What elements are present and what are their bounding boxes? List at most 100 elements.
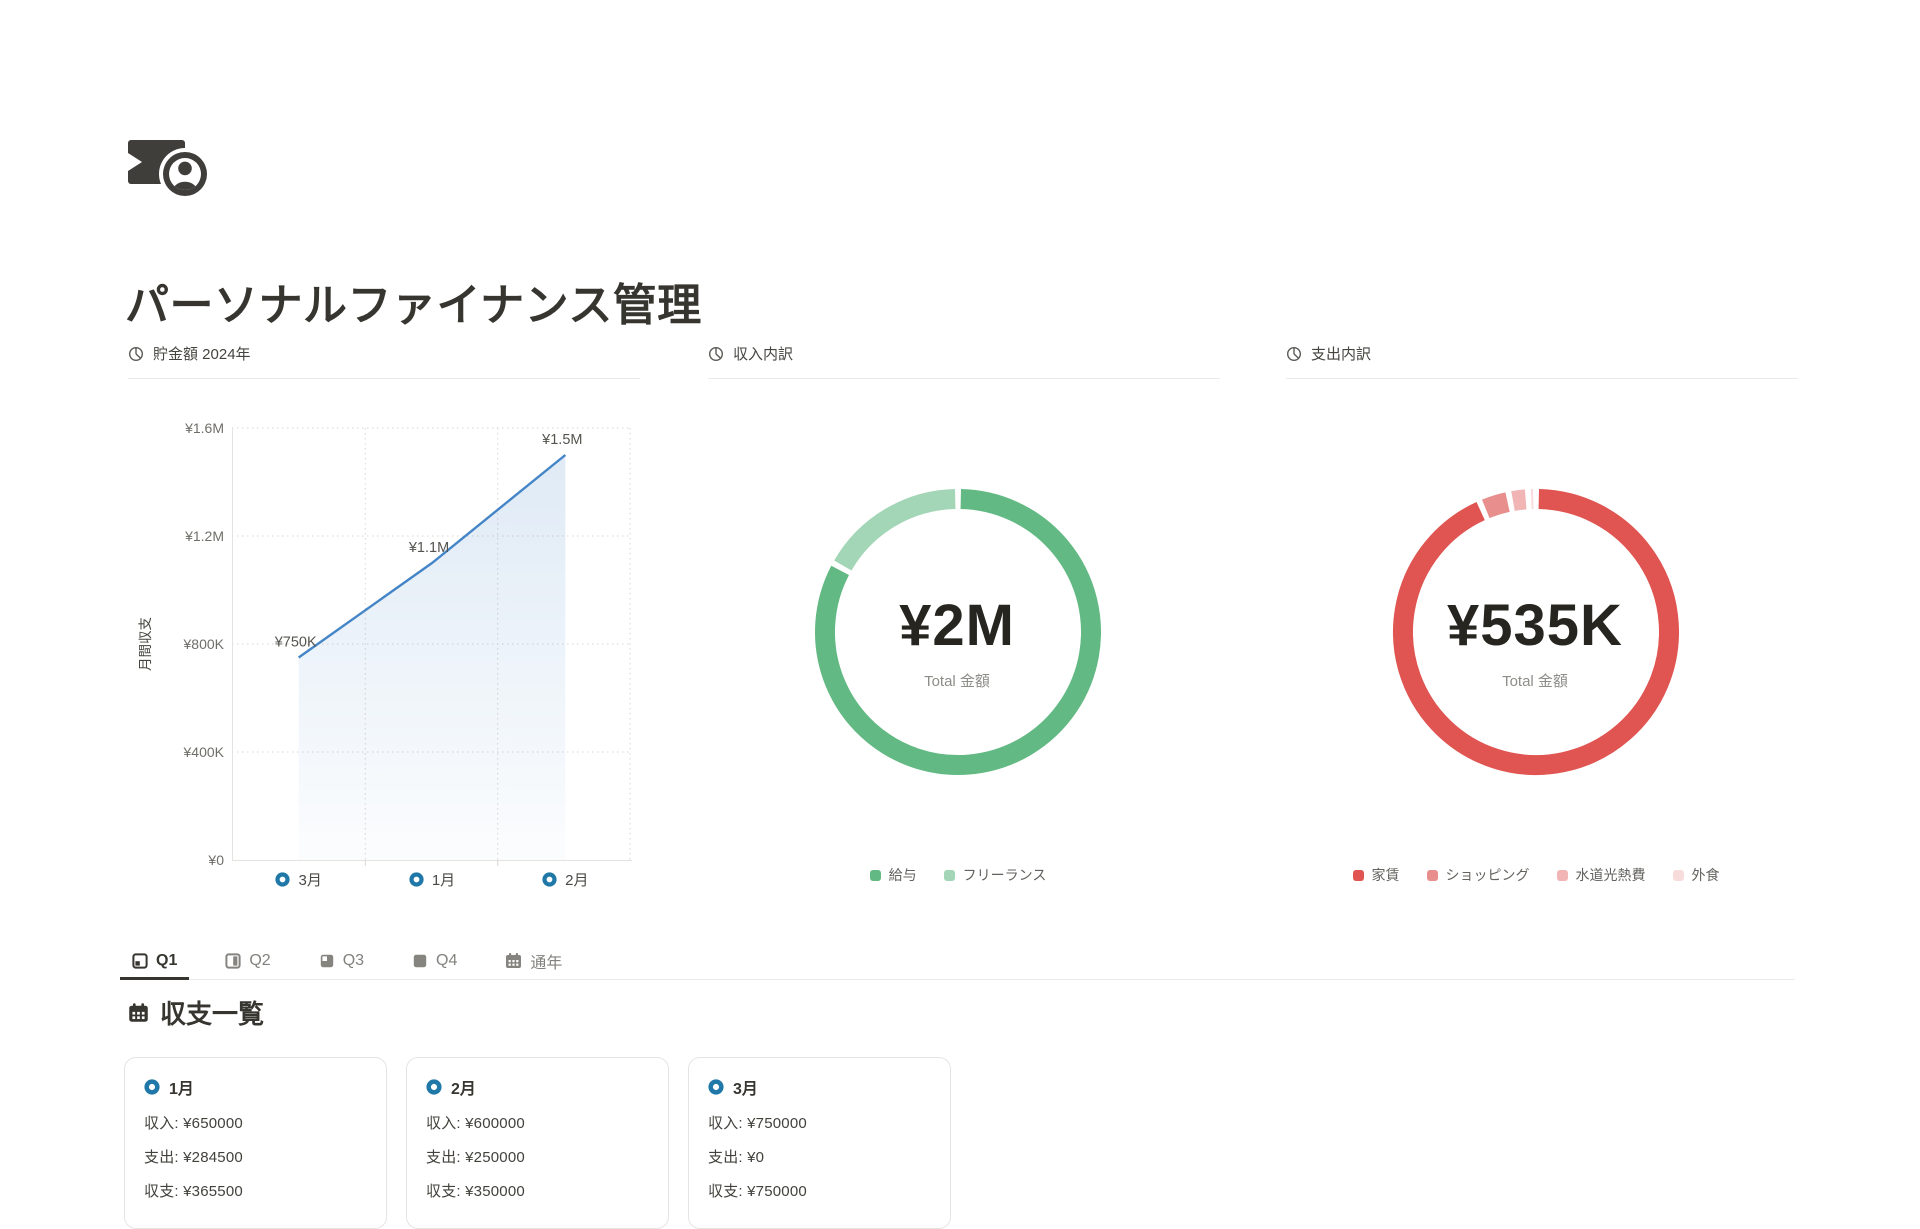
income-donut-chart: ¥2M Total 金額 給与 フリーランス	[708, 395, 1220, 905]
chart-title: 支出内訳	[1311, 346, 1372, 363]
donut-center: ¥2M Total 金額	[708, 592, 1206, 691]
page-icon[interactable]	[126, 134, 214, 202]
pie-chart-icon	[1286, 346, 1302, 361]
income-legend: 給与 フリーランス	[708, 865, 1208, 885]
legend-item-salary: 給与	[869, 865, 917, 885]
balance-line: 収支: ¥365500	[144, 1183, 243, 1200]
svg-text:¥750K: ¥750K	[274, 635, 317, 651]
expense-line: 支出: ¥0	[708, 1149, 765, 1166]
y-tick-400k: ¥400K	[183, 744, 225, 760]
x-label: 1月	[431, 872, 456, 889]
tab-q2[interactable]: Q2	[213, 941, 282, 980]
section-title: 収支一覧	[160, 999, 265, 1029]
blue-ring-marker-icon	[708, 1079, 724, 1095]
x-label: 3月	[298, 872, 322, 889]
expense-legend: 家賃 ショッピング 水道光熱費 外食	[1286, 865, 1786, 885]
x-category-mar: 3月	[254, 869, 344, 890]
donut-plot	[1393, 489, 1679, 775]
legend-swatch	[1556, 869, 1568, 881]
card-title: 2月	[451, 1081, 476, 1098]
line-chart-plot: ¥0 ¥400K ¥800K ¥1.2M ¥1.6M 月間収支 ¥750K ¥1.…	[138, 420, 632, 868]
svg-text:¥1.1M: ¥1.1M	[408, 540, 449, 556]
y-tick-0: ¥0	[207, 852, 224, 868]
income-total-label: Total 金額	[924, 673, 990, 690]
tab-label: Q2	[249, 951, 271, 969]
legend-label: 水道光熱費	[1575, 867, 1646, 883]
banknote-coin-icon	[128, 140, 211, 200]
tab-full-year[interactable]: 通年	[493, 941, 574, 980]
y-tick-800k: ¥800K	[183, 636, 225, 652]
legend-label: フリーランス	[962, 867, 1047, 883]
legend-swatch	[1426, 869, 1438, 881]
expense-chart-header: 支出内訳	[1286, 343, 1798, 379]
quarter-4-icon	[413, 954, 427, 967]
expense-total-label: Total 金額	[1502, 673, 1568, 690]
quarter-2-icon	[225, 952, 241, 969]
calendar-icon	[129, 1003, 148, 1022]
pie-chart-icon	[708, 346, 724, 361]
balance-line: 収支: ¥350000	[426, 1183, 525, 1200]
pie-chart-icon	[128, 346, 144, 361]
y-axis-title: 月間収支	[138, 617, 153, 671]
calendar-icon	[506, 953, 522, 968]
legend-item-dining: 外食	[1672, 865, 1720, 885]
donut-center: ¥535K Total 金額	[1286, 592, 1784, 691]
income-line: 収入: ¥750000	[708, 1115, 807, 1132]
tab-q1[interactable]: Q1	[120, 941, 190, 980]
donut-plot	[815, 489, 1101, 775]
blue-ring-marker-icon	[426, 1079, 442, 1095]
income-total-value: ¥2M	[899, 593, 1015, 658]
x-label: 2月	[565, 872, 589, 889]
chart-title: 貯金額 2024年	[153, 346, 251, 363]
blue-ring-marker-icon	[275, 872, 291, 887]
legend-swatch	[943, 869, 955, 881]
legend-label: 家賃	[1371, 867, 1400, 883]
legend-label: 給与	[888, 867, 917, 883]
blue-ring-marker-icon	[542, 872, 557, 887]
legend-swatch	[869, 869, 881, 881]
tab-label: 通年	[530, 954, 563, 972]
x-category-jan: 1月	[387, 869, 477, 890]
expense-line: 支出: ¥250000	[426, 1149, 525, 1166]
savings-chart-header: 貯金額 2024年	[128, 343, 640, 379]
y-tick-1_2m: ¥1.2M	[184, 528, 224, 544]
income-chart-header: 収入内訳	[708, 343, 1220, 379]
chart-title: 収入内訳	[733, 346, 794, 363]
income-expense-list-heading: 収支一覧	[128, 994, 264, 1031]
line-series: ¥750K ¥1.1M ¥1.5M	[274, 432, 582, 860]
card-february[interactable]: 2月 収入: ¥600000 支出: ¥250000 収支: ¥350000	[406, 1057, 669, 1229]
card-title: 1月	[169, 1081, 194, 1098]
y-tick-1_6m: ¥1.6M	[184, 420, 224, 436]
legend-label: 外食	[1691, 867, 1720, 883]
legend-swatch	[1672, 869, 1684, 881]
legend-swatch	[1352, 869, 1364, 881]
card-march[interactable]: 3月 収入: ¥750000 支出: ¥0 収支: ¥750000	[688, 1057, 951, 1229]
tab-q3[interactable]: Q3	[307, 941, 376, 980]
tab-label: Q4	[436, 951, 458, 969]
balance-line: 収支: ¥750000	[708, 1183, 807, 1200]
svg-text:¥1.5M: ¥1.5M	[541, 432, 582, 448]
tab-q4[interactable]: Q4	[400, 941, 469, 980]
card-january[interactable]: 1月 収入: ¥650000 支出: ¥284500 収支: ¥365500	[124, 1057, 387, 1229]
quarter-tabs: Q1 Q2 Q3 Q4 通年	[120, 941, 1795, 980]
legend-label: ショッピング	[1445, 867, 1530, 883]
blue-ring-marker-icon	[409, 872, 424, 887]
expense-donut-chart: ¥535K Total 金額 家賃 ショッピング 水道光熱費 外食	[1286, 395, 1798, 905]
legend-item-rent: 家賃	[1352, 865, 1400, 885]
blue-ring-marker-icon	[144, 1079, 160, 1095]
tab-label: Q1	[156, 951, 178, 969]
expense-total-value: ¥535K	[1447, 593, 1623, 658]
expense-line: 支出: ¥284500	[144, 1149, 243, 1166]
month-cards: 1月 収入: ¥650000 支出: ¥284500 収支: ¥365500 2…	[124, 1057, 951, 1229]
savings-line-chart: ¥0 ¥400K ¥800K ¥1.2M ¥1.6M 月間収支 ¥750K ¥1.…	[128, 395, 640, 910]
tab-label: Q3	[342, 951, 365, 969]
quarter-1-icon	[132, 952, 148, 969]
x-axis: 3月 1月 2月	[128, 869, 640, 895]
income-line: 収入: ¥650000	[144, 1115, 243, 1132]
legend-item-shopping: ショッピング	[1426, 865, 1530, 885]
income-line: 収入: ¥600000	[426, 1115, 525, 1132]
card-title: 3月	[733, 1081, 758, 1098]
page-title: パーソナルファイナンス管理	[125, 281, 702, 331]
quarter-3-icon	[320, 954, 333, 967]
legend-item-utilities: 水道光熱費	[1556, 865, 1646, 885]
